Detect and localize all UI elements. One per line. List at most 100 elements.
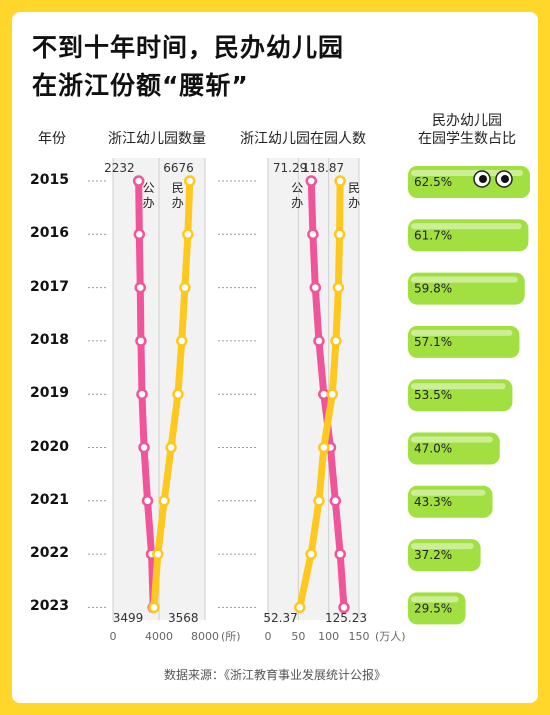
share-bar-label: 59.8% (414, 282, 452, 296)
enroll-series-name-private: 办 (348, 195, 360, 210)
enroll-point (294, 601, 306, 614)
count-series-name-public: 办 (143, 195, 155, 210)
count-unit-label: (所) (221, 630, 241, 643)
enroll-label-public-start: 71.29 (273, 161, 307, 175)
enroll-series-name-public: 公 (291, 181, 303, 195)
brand-logo: 澎湃 美数课 (420, 38, 530, 64)
count-point (165, 441, 177, 454)
share-bar (408, 432, 500, 465)
share-bar-highlight (411, 223, 522, 230)
year-label: 2017 (30, 278, 69, 295)
count-point (152, 548, 164, 560)
enroll-point (309, 281, 322, 294)
share-bar-label: 62.5% (414, 175, 452, 189)
count-point (138, 441, 150, 454)
header-year: 年份 (38, 131, 66, 147)
brand-column-name: 美数课 (472, 42, 521, 61)
year-label: 2016 (30, 225, 69, 242)
eye-pupil-icon (501, 175, 509, 183)
header-share-1: 民办幼儿园 (432, 113, 502, 129)
share-bar-label: 57.1% (414, 335, 452, 349)
share-bar-highlight (411, 596, 459, 603)
enroll-point (334, 175, 346, 187)
count-point (172, 388, 184, 400)
share-bar-label: 61.7% (414, 228, 452, 242)
enroll-point (330, 335, 342, 347)
share-bar-highlight (411, 489, 486, 496)
count-tick-label: 4000 (145, 630, 173, 643)
title-line-2: 在浙江份额“腰斩” (32, 71, 249, 100)
enroll-point (305, 175, 317, 187)
share-bar (408, 539, 481, 572)
count-label-public-end: 3499 (113, 611, 144, 625)
share-bar-highlight (411, 170, 523, 176)
enroll-point (338, 601, 350, 614)
enroll-point (334, 548, 346, 560)
count-label-public-start: 2232 (104, 161, 135, 175)
count-point (158, 495, 170, 507)
count-series-name-public: 公 (143, 181, 155, 195)
count-point (148, 601, 160, 614)
source-note: 数据来源：《浙江教育事业发展统计公报》 (163, 668, 386, 682)
count-tick-label: 8000 (191, 630, 219, 643)
header-share-2: 在园学生数占比 (418, 131, 516, 147)
year-label: 2022 (30, 545, 69, 562)
share-bar (408, 592, 466, 625)
count-point (182, 228, 194, 241)
header-enroll: 浙江幼儿园在园人数 (240, 131, 366, 147)
enroll-tick-label: 100 (318, 630, 339, 643)
share-bar (408, 325, 520, 358)
enroll-point (307, 228, 319, 241)
share-bar (408, 485, 493, 518)
year-label: 2019 (30, 385, 69, 402)
enroll-point (329, 495, 342, 507)
enroll-label-private-end: 52.37 (263, 611, 297, 625)
enroll-tick-label: 150 (349, 630, 370, 643)
enroll-label-public-end: 125.23 (325, 611, 367, 625)
share-bar (408, 272, 525, 305)
count-point (133, 228, 146, 241)
year-label: 2015 (30, 172, 69, 188)
year-label: 2020 (30, 438, 69, 455)
share-bar-highlight (411, 329, 513, 336)
count-point (135, 335, 147, 347)
enroll-series-name-private: 民 (348, 181, 360, 195)
count-tick-label: 0 (110, 630, 117, 643)
count-point (136, 388, 148, 400)
year-label: 2023 (30, 598, 69, 615)
share-bar-highlight (411, 543, 474, 550)
enroll-point (313, 495, 325, 507)
share-bar-label: 29.5% (414, 601, 452, 615)
enroll-point (333, 228, 346, 241)
share-bar-label: 37.2% (414, 548, 452, 562)
share-bar (408, 379, 513, 412)
count-point (141, 495, 154, 507)
enroll-point (332, 281, 345, 294)
count-series-name-private: 办 (172, 195, 184, 210)
count-label-private-start: 6676 (163, 161, 194, 175)
enroll-point (318, 441, 330, 454)
enroll-point (326, 388, 339, 400)
enroll-tick-label: 0 (265, 630, 272, 643)
share-bar-highlight (411, 276, 518, 283)
count-series-name-private: 民 (172, 181, 184, 195)
enroll-point (305, 548, 317, 560)
title-line-1: 不到十年时间，民办幼儿园 (32, 33, 345, 62)
share-bar-label: 47.0% (414, 442, 452, 456)
year-label: 2021 (30, 491, 69, 508)
enroll-unit-label: (万人) (375, 630, 406, 643)
share-bar-highlight (411, 436, 493, 443)
share-bar-highlight (411, 383, 506, 390)
count-point (134, 281, 147, 294)
count-point (184, 175, 196, 187)
header-count: 浙江幼儿园数量 (108, 131, 206, 147)
enroll-series-name-public: 办 (291, 195, 303, 210)
count-label-private-end: 3568 (168, 611, 199, 625)
share-bar-label: 43.3% (414, 495, 452, 509)
year-label: 2018 (30, 331, 69, 348)
share-bar-label: 53.5% (414, 388, 452, 402)
count-point (132, 175, 145, 187)
share-bar (408, 219, 529, 252)
enroll-point (313, 335, 325, 347)
